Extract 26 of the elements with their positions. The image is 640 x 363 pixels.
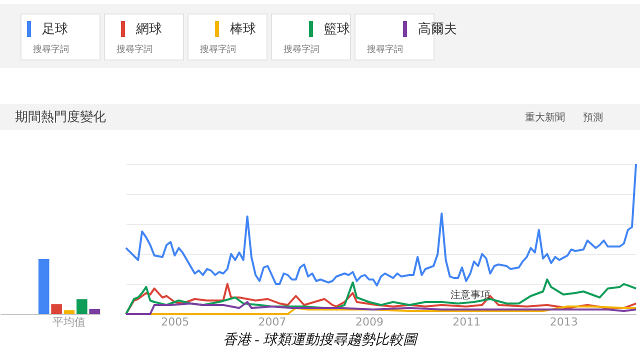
x-tick-label: 2005 — [161, 316, 190, 328]
text: 預測 — [583, 112, 603, 124]
bar — [89, 309, 100, 314]
legend-label: 籃球 — [324, 22, 350, 37]
bar — [38, 259, 50, 314]
text: 搜尋字詞 — [200, 44, 236, 55]
bar — [76, 299, 88, 314]
x-tick-label: 2013 — [550, 316, 578, 328]
x-tick-label: 2007 — [258, 316, 286, 328]
legend-label: 網球 — [135, 22, 162, 37]
bar — [64, 310, 75, 314]
x-tick-label: 平均值 — [52, 316, 86, 328]
text: 搜尋字詞 — [33, 44, 69, 55]
chart-title: 期間熱門度變化 — [15, 109, 106, 125]
text: 香港 - 球類運動搜尋趨勢比較圖 — [223, 332, 419, 348]
annotation: 注意事項 — [450, 289, 490, 301]
text: 重大新聞 — [525, 112, 565, 124]
x-tick-label: 2011 — [452, 316, 481, 328]
bar — [51, 304, 62, 314]
text: 搜尋字詞 — [367, 44, 403, 55]
text: 搜尋字詞 — [116, 44, 152, 55]
text: 搜尋字詞 — [284, 44, 320, 55]
legend-label: 足球 — [42, 22, 68, 37]
x-tick-label: 2009 — [356, 316, 384, 328]
legend-label: 高爾夫 — [418, 21, 457, 37]
legend-label: 棒球 — [230, 22, 256, 37]
